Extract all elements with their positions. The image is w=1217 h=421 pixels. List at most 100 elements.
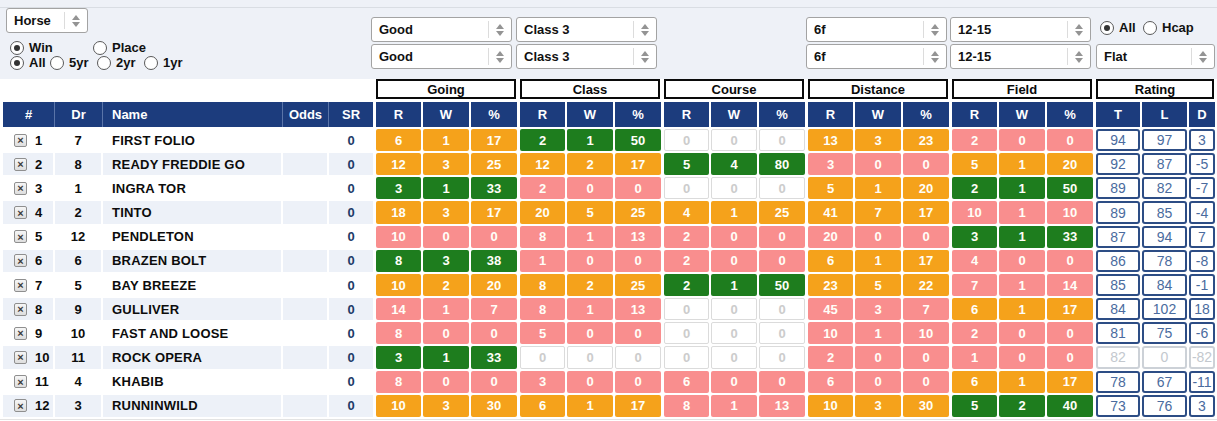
stat-cell-going-w: 3 bbox=[423, 201, 469, 223]
stat-cell-distance-w: 7 bbox=[855, 201, 901, 223]
stat-cell-course-r: 4 bbox=[664, 201, 709, 223]
stat-cell-class-r: 1 bbox=[520, 250, 565, 272]
column-header-going-w: W bbox=[423, 102, 469, 127]
stat-cell-distance-w: 0 bbox=[855, 153, 901, 175]
stat-cell-field-pct: 50 bbox=[1047, 177, 1093, 199]
horse-type-select[interactable]: Horse bbox=[6, 8, 88, 33]
stat-cell-course-w: 1 bbox=[711, 274, 757, 296]
radio-win[interactable]: Win bbox=[10, 40, 53, 55]
draw-cell: 6 bbox=[55, 250, 101, 272]
remove-row-button[interactable]: × bbox=[14, 351, 27, 364]
race-type-select[interactable]: Flat bbox=[1096, 44, 1215, 69]
stat-cell-class-w: 1 bbox=[567, 226, 613, 248]
radio-age-2yr-button[interactable] bbox=[97, 56, 111, 70]
remove-row-button[interactable]: × bbox=[14, 327, 27, 340]
race-number-cell: ×9 bbox=[3, 322, 53, 344]
draw-cell: 5 bbox=[55, 274, 101, 296]
stat-cell-class-w: 2 bbox=[567, 153, 613, 175]
stat-cell-course-r: 5 bbox=[664, 153, 709, 175]
sr-cell: 0 bbox=[329, 298, 373, 320]
class-select-top[interactable]: Class 3 bbox=[516, 17, 657, 42]
column-header-sr: SR bbox=[328, 102, 373, 127]
radio-age-2yr[interactable]: 2yr bbox=[97, 55, 136, 70]
radio-age-1yr-label: 1yr bbox=[163, 55, 183, 70]
filter-panel: Horse Win Place All 5yr 2yr 1yr Good bbox=[0, 0, 1217, 79]
stat-cell-class-r: 8 bbox=[520, 226, 565, 248]
distance-select-top[interactable]: 6f bbox=[806, 17, 947, 42]
stat-cell-course-w: 0 bbox=[711, 371, 757, 393]
rating-top-speed-cell: 73 bbox=[1096, 395, 1140, 417]
odds-cell bbox=[283, 322, 327, 344]
rating-top-speed-cell: 82 bbox=[1096, 346, 1140, 368]
radio-place[interactable]: Place bbox=[93, 40, 146, 55]
race-number: 4 bbox=[35, 205, 42, 220]
field-select-top[interactable]: 12-15 bbox=[950, 17, 1091, 42]
race-number-cell: ×4 bbox=[3, 201, 53, 223]
stat-cell-class-pct: 25 bbox=[615, 201, 661, 223]
stat-cell-going-w: 1 bbox=[423, 298, 469, 320]
remove-row-button[interactable]: × bbox=[14, 399, 27, 412]
stat-cell-field-w: 1 bbox=[999, 226, 1045, 248]
radio-code-all[interactable]: All bbox=[1100, 20, 1136, 35]
race-number-cell: ×3 bbox=[3, 177, 53, 199]
stat-cell-distance-pct: 10 bbox=[903, 322, 949, 344]
remove-row-button[interactable]: × bbox=[14, 134, 27, 147]
remove-row-button[interactable]: × bbox=[14, 303, 27, 316]
draw-cell: 7 bbox=[55, 129, 101, 151]
radio-age-1yr[interactable]: 1yr bbox=[144, 55, 183, 70]
radio-code-hcap[interactable]: Hcap bbox=[1143, 20, 1194, 35]
horse-name-cell: READY FREDDIE GO bbox=[103, 153, 281, 175]
stat-cell-distance-r: 41 bbox=[808, 201, 853, 223]
rating-diff-cell: 7 bbox=[1189, 226, 1215, 248]
remove-row-button[interactable]: × bbox=[14, 230, 27, 243]
stat-cell-distance-r: 23 bbox=[808, 274, 853, 296]
radio-age-1yr-button[interactable] bbox=[144, 56, 158, 70]
radio-code-hcap-label: Hcap bbox=[1162, 20, 1194, 35]
sr-cell: 0 bbox=[329, 371, 373, 393]
class-select-bottom[interactable]: Class 3 bbox=[516, 44, 657, 69]
stat-cell-going-w: 1 bbox=[423, 346, 469, 368]
remove-row-button[interactable]: × bbox=[14, 182, 27, 195]
horse-name-cell: BAY BREEZE bbox=[103, 274, 281, 296]
stat-cell-field-w: 1 bbox=[999, 274, 1045, 296]
stat-cell-course-pct: 0 bbox=[759, 226, 805, 248]
radio-win-button[interactable] bbox=[10, 41, 24, 55]
rating-diff-cell: -11 bbox=[1189, 371, 1215, 393]
distance-select-bottom[interactable]: 6f bbox=[806, 44, 947, 69]
stat-cell-course-r: 8 bbox=[664, 395, 709, 417]
rating-diff-cell: 18 bbox=[1189, 298, 1215, 320]
going-select-bottom[interactable]: Good bbox=[371, 44, 512, 69]
stat-cell-course-pct: 80 bbox=[759, 153, 805, 175]
radio-age-5yr-button[interactable] bbox=[50, 56, 64, 70]
stat-cell-course-w: 0 bbox=[711, 226, 757, 248]
remove-row-button[interactable]: × bbox=[14, 375, 27, 388]
column-header-class-w: W bbox=[567, 102, 613, 127]
race-number: 6 bbox=[35, 253, 42, 268]
race-number: 7 bbox=[35, 278, 42, 293]
field-select-bottom[interactable]: 12-15 bbox=[950, 44, 1091, 69]
remove-row-button[interactable]: × bbox=[14, 279, 27, 292]
going-select-top[interactable]: Good bbox=[371, 17, 512, 42]
distance-select-bottom-value: 6f bbox=[807, 49, 923, 64]
radio-age-all[interactable]: All bbox=[10, 55, 46, 70]
stat-cell-going-r: 8 bbox=[376, 322, 421, 344]
stat-cell-class-pct: 0 bbox=[615, 371, 661, 393]
radio-code-hcap-button[interactable] bbox=[1143, 21, 1157, 35]
stat-cell-course-pct: 0 bbox=[759, 129, 805, 151]
remove-row-button[interactable]: × bbox=[14, 158, 27, 171]
radio-place-button[interactable] bbox=[93, 41, 107, 55]
stat-cell-course-w: 1 bbox=[711, 395, 757, 417]
sr-cell: 0 bbox=[329, 129, 373, 151]
stat-cell-distance-w: 3 bbox=[855, 129, 901, 151]
stat-cell-course-r: 2 bbox=[664, 250, 709, 272]
radio-age-5yr[interactable]: 5yr bbox=[50, 55, 89, 70]
radio-age-all-button[interactable] bbox=[10, 56, 24, 70]
remove-row-button[interactable]: × bbox=[14, 206, 27, 219]
radio-code-all-button[interactable] bbox=[1100, 21, 1114, 35]
remove-row-button[interactable]: × bbox=[14, 254, 27, 267]
horse-name-cell: GULLIVER bbox=[103, 298, 281, 320]
stat-cell-going-pct: 0 bbox=[471, 322, 517, 344]
stat-cell-field-w: 0 bbox=[999, 129, 1045, 151]
odds-cell bbox=[283, 153, 327, 175]
rating-top-speed-cell: 86 bbox=[1096, 250, 1140, 272]
